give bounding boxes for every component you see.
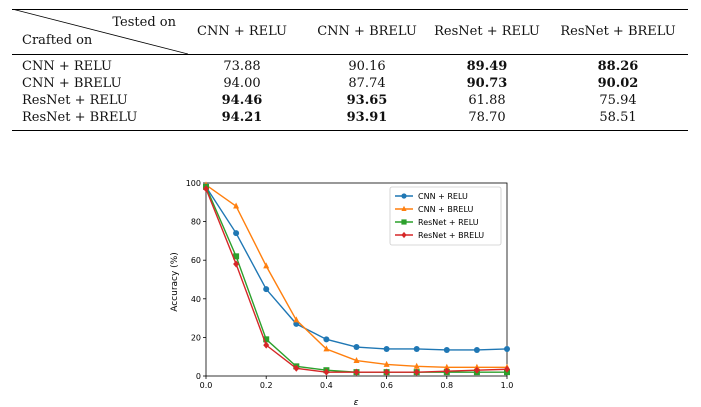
data-point (263, 262, 270, 269)
table-cell: 73.88 (223, 59, 261, 74)
data-point (263, 336, 270, 343)
data-point (443, 367, 450, 375)
table-top-rule (12, 9, 688, 10)
table-cell: 94.00 (223, 76, 261, 91)
data-point (263, 286, 270, 293)
row-label: ResNet + BRELU (22, 110, 138, 125)
table-cell: 61.88 (468, 93, 506, 108)
y-tick-label: 40 (191, 295, 201, 304)
x-tick-label: 0.8 (440, 381, 453, 390)
table-cell: 87.74 (348, 76, 386, 91)
data-point (473, 366, 480, 374)
diagonal-divider (12, 9, 188, 54)
data-point (233, 253, 240, 260)
data-point (401, 193, 407, 199)
column-header-cnn-brelu: CNN + BRELU (317, 24, 417, 39)
table-cell: 90.02 (597, 76, 639, 91)
crafted-on-label: Crafted on (22, 33, 93, 48)
table-cell: 94.21 (221, 110, 263, 125)
table-bottom-rule (12, 130, 688, 131)
table-cell: 90.16 (348, 59, 386, 74)
data-point (504, 365, 510, 373)
legend-entry: ResNet + RELU (418, 218, 479, 227)
data-point (401, 219, 407, 225)
x-tick-label: 0.2 (260, 381, 273, 390)
x-tick-label: 1.0 (501, 381, 514, 390)
data-point (383, 345, 390, 352)
data-point (443, 346, 450, 353)
table-cell: 93.91 (346, 110, 388, 125)
y-tick-label: 0 (196, 372, 201, 381)
chart-series (203, 181, 510, 376)
table-header-rule (12, 54, 688, 55)
data-point (323, 345, 330, 352)
x-tick-label: 0.0 (200, 381, 213, 390)
y-tick-label: 60 (191, 256, 201, 265)
column-header-cnn-relu: CNN + RELU (196, 24, 288, 39)
data-point (233, 230, 240, 237)
table-cell: 93.65 (346, 93, 388, 108)
data-point (443, 363, 450, 370)
data-point (383, 360, 390, 367)
data-point (353, 368, 360, 376)
data-point (323, 368, 330, 376)
table-cell: 75.94 (599, 93, 637, 108)
data-point (353, 356, 360, 363)
table-cell: 78.70 (468, 110, 506, 125)
y-tick-label: 80 (191, 218, 201, 227)
table-cell: 94.46 (221, 93, 263, 108)
x-tick-label: 0.4 (320, 381, 333, 390)
legend-entry: ResNet + BRELU (418, 231, 484, 240)
table-cell: 90.73 (466, 76, 508, 91)
row-label: CNN + RELU (22, 59, 113, 74)
data-point (504, 345, 510, 352)
x-axis-label: ε (354, 398, 359, 407)
column-header-resnet-brelu: ResNet + BRELU (560, 24, 676, 39)
row-label: ResNet + RELU (22, 93, 128, 108)
data-point (413, 362, 420, 369)
legend-entry: CNN + BRELU (418, 205, 474, 214)
legend-box (389, 186, 502, 246)
series-resnet-brelu (203, 185, 510, 376)
y-tick-label: 100 (186, 179, 201, 188)
data-point (263, 341, 270, 349)
table-cell: 88.26 (597, 59, 639, 74)
data-point (473, 346, 480, 353)
table-cell: 89.49 (466, 59, 508, 74)
row-label: CNN + BRELU (22, 76, 122, 91)
tested-on-label: Tested on (112, 15, 176, 30)
data-point (233, 202, 240, 209)
data-point (323, 336, 330, 343)
data-point (401, 231, 407, 239)
chart-axes: 0.0 0.2 0.4 0.6 0.8 1.0 0 20 40 60 80 100 (186, 179, 514, 390)
chart-legend: CNN + RELU CNN + BRELU ResNet + RELU ResNet… (389, 186, 502, 246)
data-point (413, 345, 420, 352)
data-point (383, 368, 390, 376)
y-tick-label: 20 (191, 333, 201, 342)
x-tick-label: 0.6 (380, 381, 393, 390)
table-cell: 58.51 (599, 110, 637, 125)
data-point (233, 260, 240, 268)
table-corner-header: Tested on Crafted on (12, 9, 188, 54)
plot-frame (205, 182, 508, 377)
data-point (401, 205, 407, 211)
data-point (293, 364, 300, 372)
data-point (203, 185, 209, 193)
column-header-resnet-relu: ResNet + RELU (434, 24, 540, 39)
data-point (353, 344, 360, 351)
legend-entry: CNN + RELU (418, 192, 468, 201)
data-point (293, 316, 300, 323)
accuracy-line-chart: 0.0 0.2 0.4 0.6 0.8 1.0 0 20 40 60 80 100 CNN + REL… (170, 179, 514, 407)
data-point (413, 368, 420, 376)
y-axis-label: Accuracy (%) (170, 252, 180, 312)
